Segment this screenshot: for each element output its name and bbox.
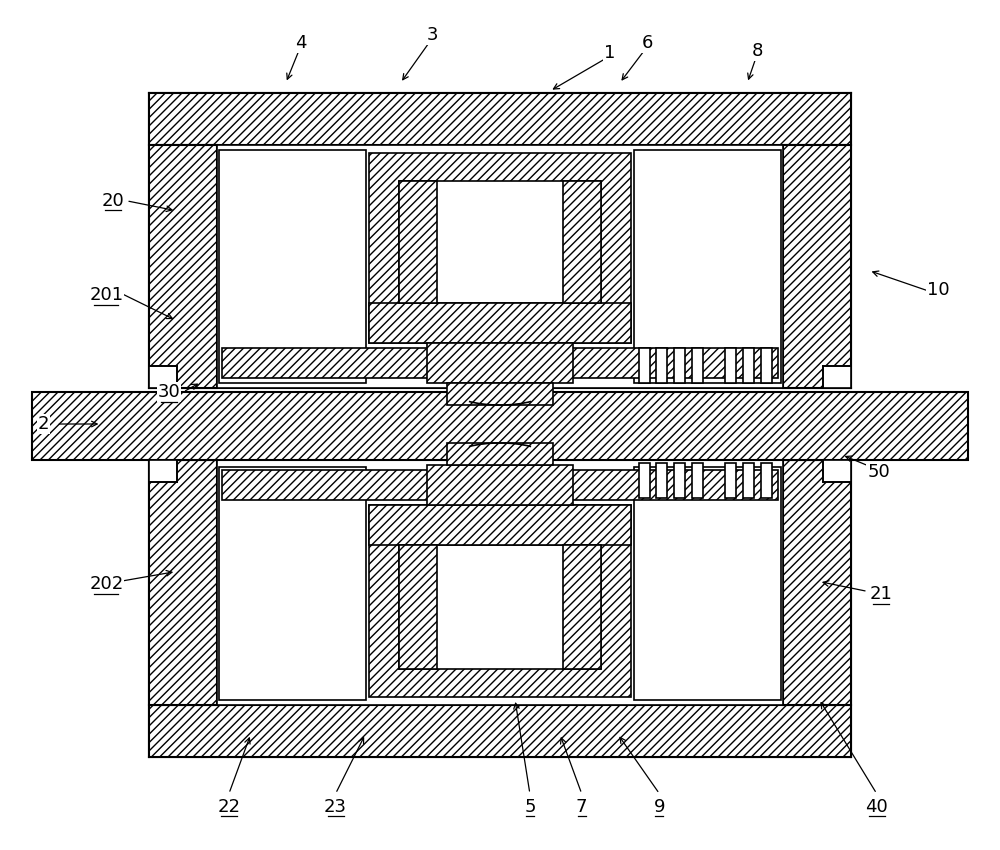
Bar (634, 467, 781, 700)
Bar (563, 181, 601, 303)
Text: 21: 21 (869, 586, 892, 604)
Bar (725, 348, 736, 383)
Bar (563, 545, 601, 669)
Bar (447, 443, 553, 465)
Bar (222, 348, 778, 378)
Bar (399, 545, 601, 669)
Bar (656, 348, 667, 383)
Text: 10: 10 (927, 281, 950, 299)
Text: 4: 4 (295, 34, 306, 52)
Bar (369, 505, 631, 545)
Text: 2: 2 (38, 415, 49, 433)
Bar (149, 706, 851, 756)
Text: 201: 201 (89, 286, 123, 304)
Bar (639, 348, 650, 383)
Bar (743, 348, 754, 383)
Bar (149, 94, 851, 144)
Bar (369, 153, 631, 343)
Bar (32, 392, 968, 460)
Bar (149, 366, 177, 388)
Bar (399, 545, 437, 669)
Bar (639, 463, 650, 498)
Bar (692, 348, 703, 383)
Bar (219, 150, 366, 383)
Bar (149, 144, 217, 388)
Bar (149, 460, 217, 706)
Bar (761, 348, 772, 383)
Text: 40: 40 (865, 798, 888, 816)
Bar (761, 463, 772, 498)
Bar (743, 463, 754, 498)
Text: 8: 8 (751, 42, 763, 60)
Bar (783, 460, 851, 706)
Bar (369, 303, 631, 343)
Bar (656, 463, 667, 498)
Text: 30: 30 (158, 383, 180, 401)
Text: 50: 50 (867, 463, 890, 481)
Text: 23: 23 (324, 798, 347, 816)
Text: 6: 6 (642, 34, 653, 52)
Bar (674, 348, 685, 383)
Text: 1: 1 (604, 44, 615, 62)
Bar (222, 470, 778, 500)
Bar (823, 460, 851, 482)
Text: 20: 20 (102, 192, 125, 210)
Bar (399, 181, 437, 303)
Bar (369, 505, 631, 697)
Text: 3: 3 (426, 26, 438, 44)
Bar (725, 463, 736, 498)
Text: 7: 7 (576, 798, 587, 816)
Text: 22: 22 (217, 798, 240, 816)
Bar (427, 465, 573, 505)
Bar (149, 460, 177, 482)
Text: 9: 9 (654, 798, 665, 816)
Bar (447, 383, 553, 405)
Text: 5: 5 (524, 798, 536, 816)
Text: 202: 202 (89, 575, 123, 593)
Bar (219, 467, 366, 700)
Bar (217, 144, 783, 388)
Bar (399, 181, 601, 303)
Bar (217, 460, 783, 706)
Bar (783, 144, 851, 388)
Bar (823, 366, 851, 388)
Bar (634, 150, 781, 383)
Bar (674, 463, 685, 498)
Bar (427, 343, 573, 383)
Bar (692, 463, 703, 498)
